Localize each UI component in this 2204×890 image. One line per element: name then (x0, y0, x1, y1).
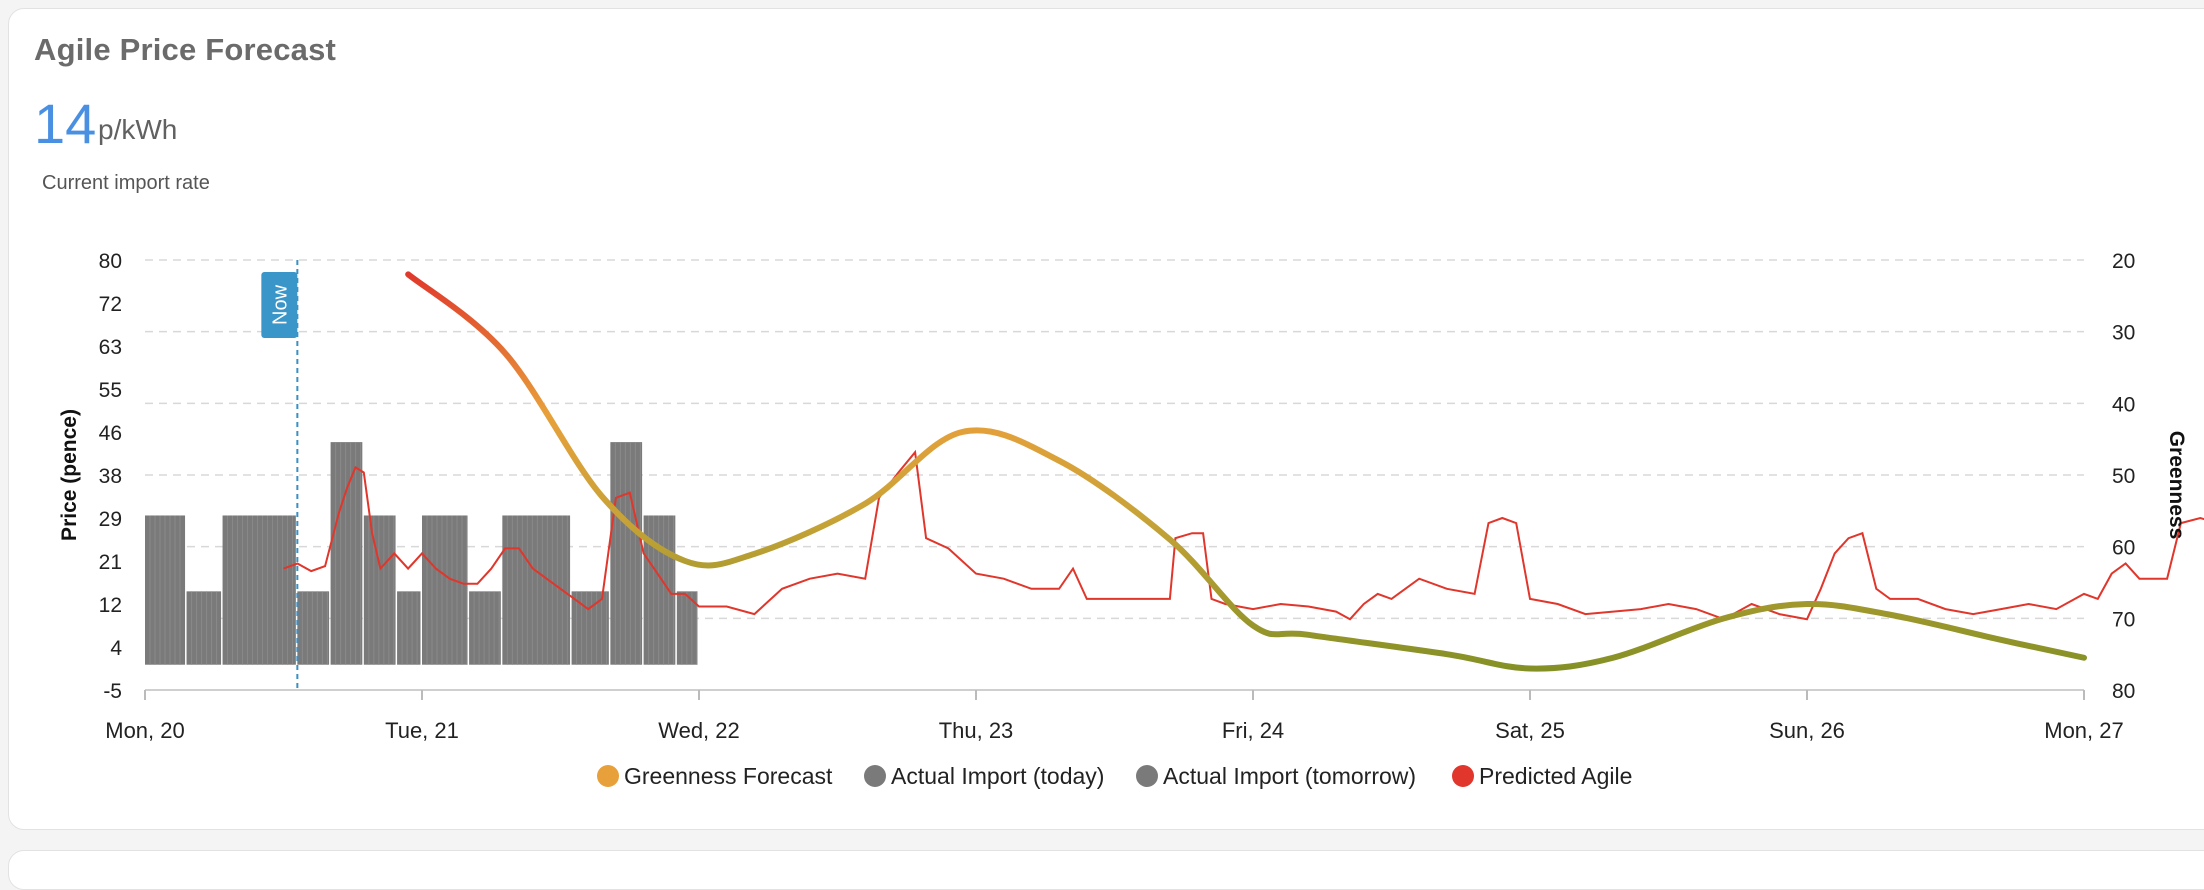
y-right-tick: 50 (2112, 465, 2135, 488)
legend-item[interactable]: Actual Import (tomorrow) (1163, 763, 1416, 789)
y-left-tick: 46 (99, 422, 122, 445)
price-forecast-chart[interactable]: Now 20 30 40 50 60 70 80 80 72 63 55 46 38 29 21 12 4 -5 P… (0, 0, 2204, 862)
import-bar (422, 515, 468, 664)
legend-marker[interactable] (597, 765, 619, 787)
legend[interactable]: Greenness Forecast Actual Import (today) A… (597, 763, 1632, 789)
y-right-tick: 40 (2112, 393, 2135, 416)
y-left-tick: 12 (99, 594, 122, 617)
predicted-agile-line (284, 452, 2204, 619)
y-left-tick: 55 (99, 379, 122, 402)
y-right-tick: 80 (2112, 680, 2135, 703)
y-right-tick: 20 (2112, 250, 2135, 273)
legend-item[interactable]: Actual Import (today) (891, 763, 1104, 789)
now-label: Now (269, 284, 291, 325)
legend-marker[interactable] (1452, 765, 1474, 787)
legend-item[interactable]: Greenness Forecast (624, 763, 833, 789)
y-right-tick: 30 (2112, 322, 2135, 345)
y-right-tick: 60 (2112, 537, 2135, 560)
x-tick-label: Wed, 22 (658, 718, 740, 743)
y-left-tick: 4 (110, 637, 122, 660)
y-left-tick: 72 (99, 293, 122, 316)
y-left-tick: 80 (99, 250, 122, 273)
x-tick-label: Fri, 24 (1222, 718, 1284, 743)
legend-marker[interactable] (864, 765, 886, 787)
x-tick-label: Mon, 20 (105, 718, 185, 743)
x-tick-label: Sun, 26 (1769, 718, 1845, 743)
y-left-axis-label: Price (pence) (58, 409, 81, 541)
x-tick-label: Thu, 23 (939, 718, 1014, 743)
x-tick-label: Mon, 27 (2044, 718, 2124, 743)
y-left-tick: 38 (99, 465, 122, 488)
axes: 20 30 40 50 60 70 80 80 72 63 55 46 38 29 21 12 4 -5 Price… (58, 250, 2188, 743)
x-tick-label: Tue, 21 (385, 718, 459, 743)
import-bar (572, 591, 609, 664)
y-left-tick: -5 (103, 680, 122, 703)
y-right-axis-label: Greenness (2165, 431, 2188, 540)
x-tick-label: Sat, 25 (1495, 718, 1565, 743)
y-left-tick: 63 (99, 336, 122, 359)
y-right-tick: 70 (2112, 608, 2135, 631)
y-left-tick: 29 (99, 508, 122, 531)
legend-item[interactable]: Predicted Agile (1479, 763, 1632, 789)
import-bar (223, 515, 296, 664)
y-left-tick: 21 (99, 551, 122, 574)
legend-marker[interactable] (1136, 765, 1158, 787)
